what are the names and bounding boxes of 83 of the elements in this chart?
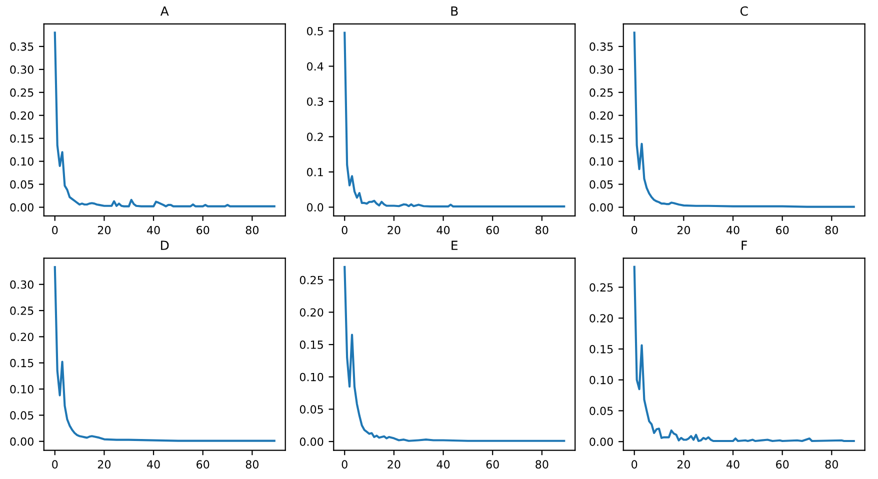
y-tick-label: 0.00 [590, 203, 613, 212]
y-tick-label: 0.05 [10, 180, 34, 189]
line-series [633, 32, 855, 208]
chart-title: C [740, 6, 748, 16]
y-tick-label: 0.20 [590, 111, 613, 120]
y-tick-label: 0.00 [10, 203, 34, 212]
x-tick-label: 80 [536, 460, 548, 469]
y-tick-label: 0.25 [590, 283, 613, 292]
y-tick-label: 0.4 [306, 62, 324, 71]
y-tick-label: 0.30 [590, 65, 613, 74]
x-tick-label: 40 [726, 226, 740, 234]
y-tick-label: 0.3 [306, 97, 324, 106]
y-tick-label: 0.20 [590, 314, 613, 322]
y-tick-label: 0.15 [590, 344, 613, 354]
x-tick-label: 60 [486, 460, 499, 469]
y-tick-label: 0.35 [10, 42, 34, 51]
x-tick-label: 20 [388, 460, 400, 469]
x-tick-label: 0 [342, 226, 348, 234]
y-tick-label: 0.2 [306, 132, 323, 142]
y-tick-label: 0.10 [10, 385, 34, 394]
x-tick-label: 20 [677, 226, 690, 234]
x-tick-label: 40 [147, 226, 160, 234]
x-tick-label: 20 [98, 226, 111, 234]
y-tick-label: 0.25 [10, 306, 34, 315]
line-series [54, 266, 276, 442]
x-tick-label: 80 [246, 460, 259, 469]
y-tick-label: 0.10 [10, 157, 34, 166]
y-tick-label: 0.25 [300, 276, 323, 284]
y-tick-label: 0.20 [300, 308, 324, 317]
y-tick-label: 0.30 [10, 65, 34, 74]
y-tick-label: 0.05 [590, 406, 613, 416]
chart-title: B [451, 6, 458, 16]
x-tick-label: 40 [436, 460, 450, 469]
y-tick-label: 0.35 [590, 42, 613, 51]
y-tick-label: 0.15 [10, 358, 34, 368]
x-tick-label: 80 [825, 226, 838, 234]
x-tick-label: 40 [726, 460, 740, 469]
x-tick-label: 60 [196, 460, 210, 469]
x-tick-label: 60 [776, 226, 789, 234]
line-series [344, 32, 566, 208]
y-tick-label: 0.0 [306, 203, 324, 212]
y-tick-label: 0.5 [306, 26, 323, 36]
y-tick-label: 0.15 [590, 134, 613, 143]
y-tick-label: 0.05 [10, 411, 34, 420]
line-series [54, 32, 276, 208]
y-tick-label: 0.15 [300, 340, 323, 349]
y-tick-label: 0.10 [590, 157, 613, 166]
x-tick-label: 40 [147, 460, 160, 469]
x-tick-label: 20 [98, 460, 111, 469]
x-tick-label: 60 [196, 226, 210, 234]
x-tick-label: 20 [677, 460, 690, 469]
line-series [633, 266, 855, 442]
x-tick-label: 80 [536, 226, 548, 234]
y-tick-label: 0.10 [590, 376, 613, 384]
chart-title: A [160, 6, 169, 16]
y-tick-label: 0.00 [10, 437, 34, 446]
x-tick-label: 60 [486, 226, 499, 234]
y-tick-label: 0.10 [300, 372, 324, 382]
line-series [344, 266, 566, 442]
x-tick-label: 0 [632, 226, 638, 234]
y-tick-label: 0.20 [10, 111, 34, 120]
y-tick-label: 0.00 [590, 438, 613, 446]
y-tick-label: 0.25 [10, 88, 34, 97]
x-tick-label: 80 [246, 226, 259, 234]
y-tick-label: 0.1 [306, 168, 323, 176]
y-tick-label: 0.20 [10, 332, 34, 342]
chart-title: D [161, 240, 169, 250]
y-tick-label: 0.15 [10, 134, 34, 143]
chart-title: F [742, 240, 747, 250]
y-tick-label: 0.05 [590, 180, 613, 189]
x-tick-label: 0 [52, 460, 58, 469]
chart-title: E [452, 240, 458, 250]
x-tick-label: 40 [436, 226, 450, 234]
x-tick-label: 0 [52, 226, 58, 234]
y-tick-label: 0.00 [300, 438, 324, 446]
x-tick-label: 0 [342, 460, 348, 469]
x-tick-label: 20 [388, 226, 400, 234]
y-tick-label: 0.25 [590, 88, 613, 97]
y-tick-label: 0.05 [300, 405, 323, 414]
x-tick-label: 80 [825, 460, 838, 469]
x-tick-label: 60 [776, 460, 789, 469]
y-tick-label: 0.30 [10, 280, 34, 289]
x-tick-label: 0 [632, 460, 638, 469]
